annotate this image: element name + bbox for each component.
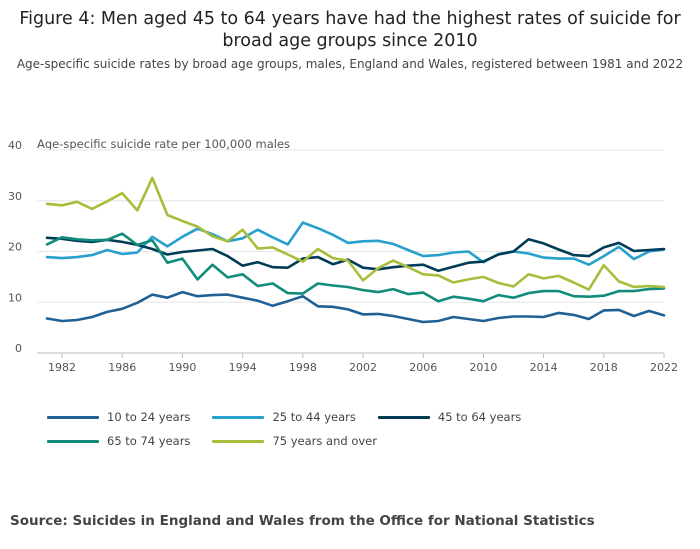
source-note: Source: Suicides in England and Wales fr… xyxy=(10,513,595,529)
y-tick-label: 20 xyxy=(8,241,22,254)
legend-swatch xyxy=(212,415,265,419)
gridlines xyxy=(37,149,664,354)
x-tick-label: 2014 xyxy=(530,361,558,374)
y-tick-label: 10 xyxy=(8,291,22,304)
legend-item: 25 to 44 years xyxy=(212,408,356,426)
line-chart: 0 10 20 30 40 1982 1986 1990 1994 1998 2002 2006 20… xyxy=(8,139,678,374)
x-tick-label: 1994 xyxy=(229,361,257,374)
series-line-3 xyxy=(45,232,666,303)
legend: 10 to 24 years 25 to 44 years 45 to 64 yea… xyxy=(47,408,677,450)
series-lines xyxy=(45,176,666,324)
x-tick-label: 1982 xyxy=(48,361,76,374)
legend-item: 65 to 74 years xyxy=(47,432,190,450)
x-tick-label: 2018 xyxy=(590,361,618,374)
legend-swatch xyxy=(212,439,265,443)
series-line-4 xyxy=(45,176,666,291)
y-tick-label: 40 xyxy=(8,139,22,152)
series-line-0 xyxy=(45,290,666,324)
legend-item: 75 years and over xyxy=(212,432,377,450)
x-tick-label: 1998 xyxy=(289,361,317,374)
y-axis-label: Age-specific suicide rate per 100,000 ma… xyxy=(37,137,291,151)
chart-title: Figure 4: Men aged 45 to 64 years have h… xyxy=(19,9,681,51)
x-tick-label: 1986 xyxy=(108,361,136,374)
legend-label: 10 to 24 years xyxy=(107,410,191,424)
legend-swatch xyxy=(47,415,99,419)
x-tick-label: 1990 xyxy=(168,361,196,374)
x-tick-label: 2022 xyxy=(650,361,678,374)
chart-subtitle: Age-specific suicide rates by broad age … xyxy=(16,57,684,71)
legend-swatch xyxy=(377,415,430,419)
legend-item: 10 to 24 years xyxy=(47,408,190,426)
legend-label: 65 to 74 years xyxy=(107,434,191,448)
legend-label: 25 to 44 years xyxy=(272,410,356,424)
x-tick-label: 2006 xyxy=(409,361,437,374)
series-line-2 xyxy=(45,236,666,273)
x-axis-ticks: 1982 1986 1990 1994 1998 2002 2006 2010 2014 2018… xyxy=(48,353,678,374)
y-tick-label: 30 xyxy=(8,190,22,203)
x-tick-label: 2002 xyxy=(349,361,377,374)
y-tick-label: 0 xyxy=(15,342,22,355)
series-line-1 xyxy=(45,221,666,267)
legend-label: 45 to 64 years xyxy=(437,410,522,424)
x-tick-label: 2010 xyxy=(469,361,497,374)
y-axis-ticks: 0 10 20 30 40 xyxy=(8,139,22,355)
legend-label: 75 years and over xyxy=(272,434,377,448)
legend-item: 45 to 64 years xyxy=(377,408,522,426)
legend-swatch xyxy=(47,439,99,443)
